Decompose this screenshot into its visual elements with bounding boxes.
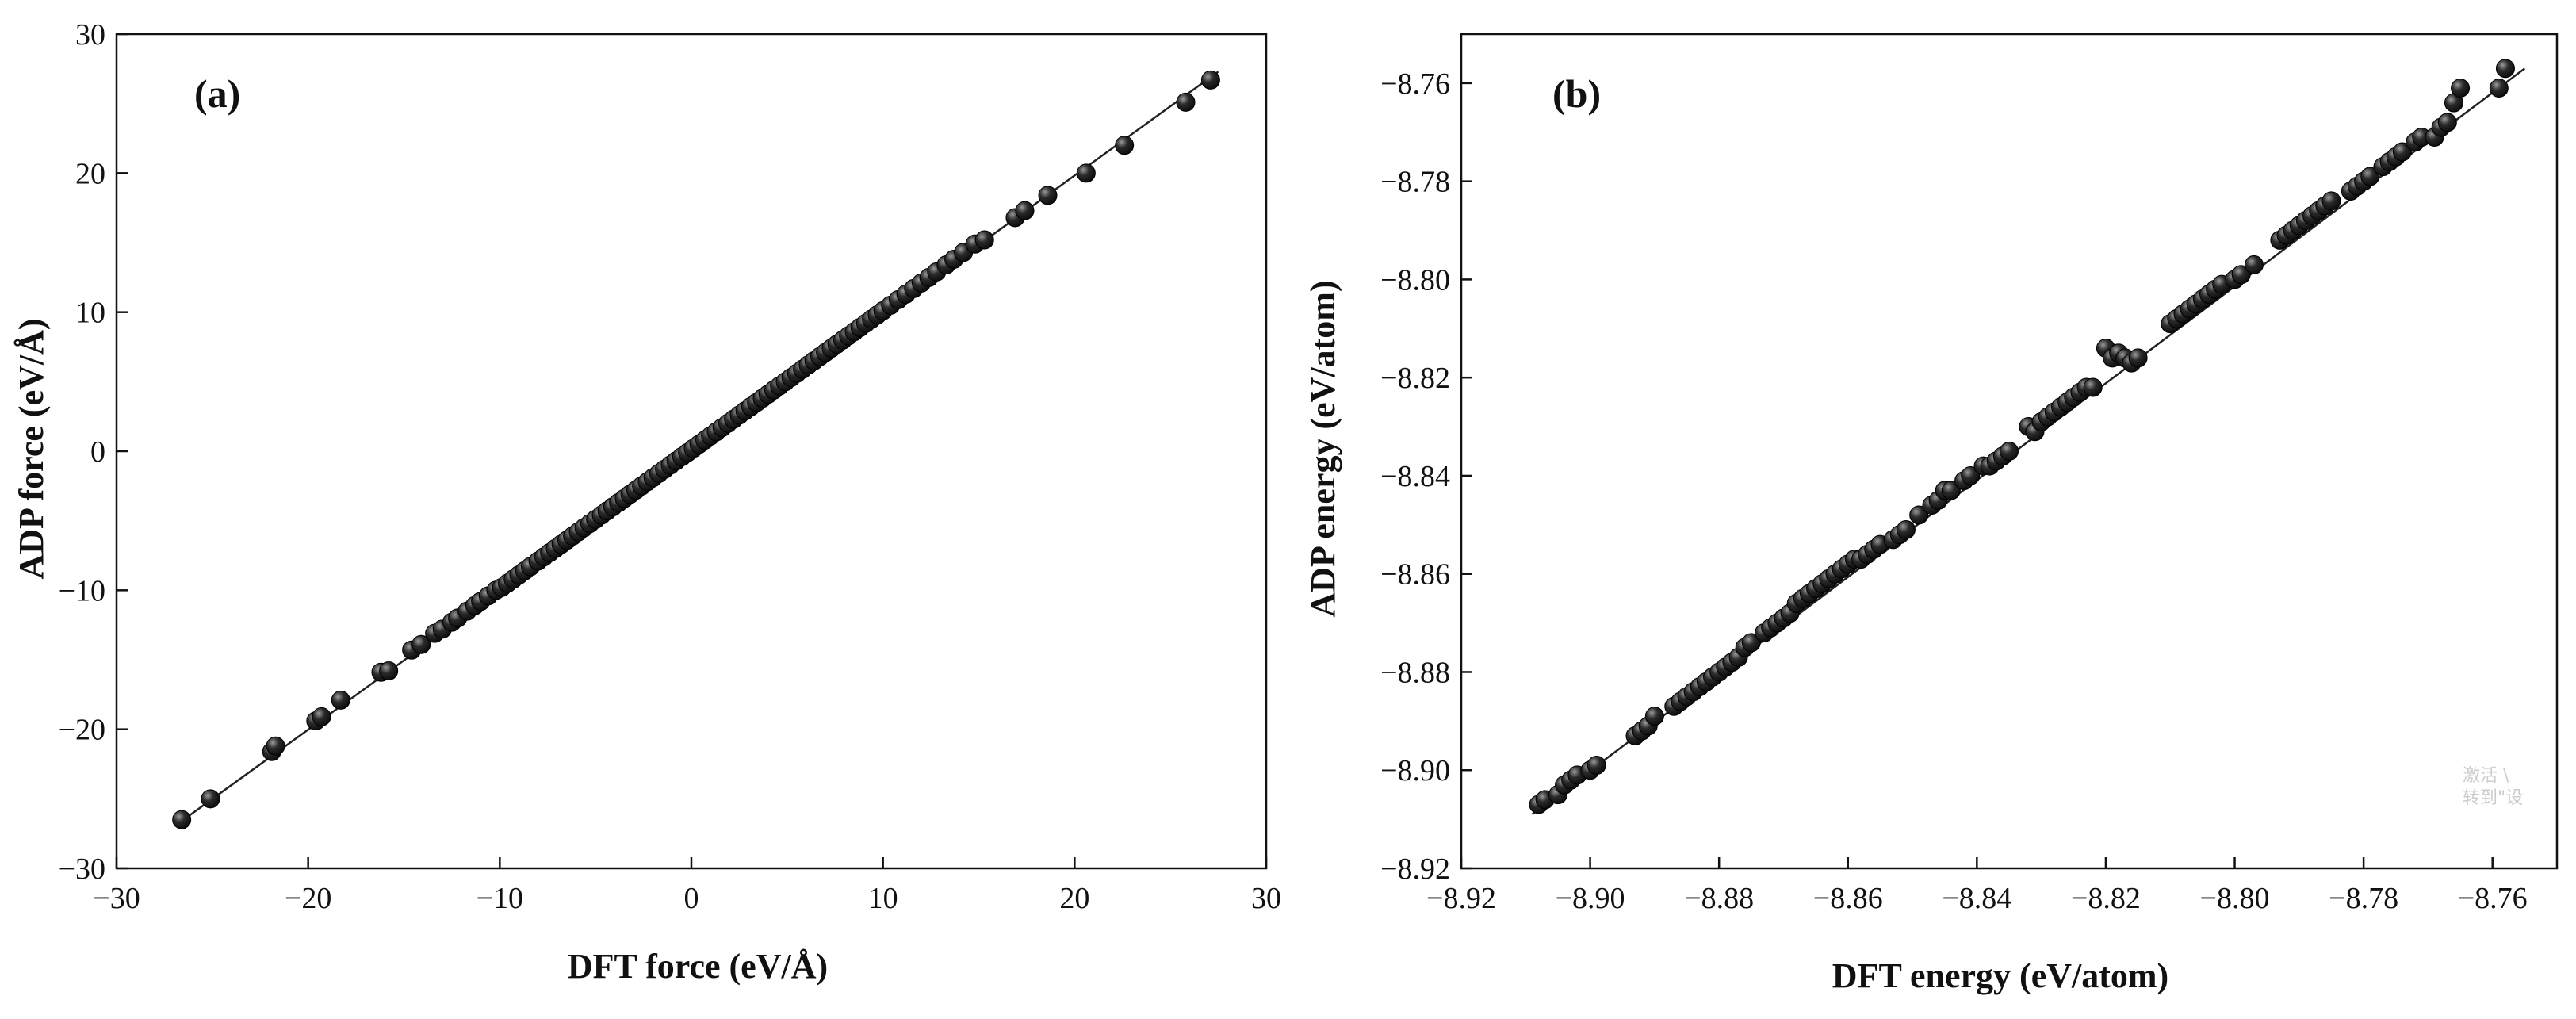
panel-b-data-point [1587,756,1606,776]
panel-a-data-point [411,634,431,654]
panel-b-xtick-label: −8.86 [1813,882,1883,915]
panel-a-xtick-label: 30 [1251,882,1281,915]
panel-b-data-point [2128,348,2148,368]
panel-a-ytick-label: −30 [59,852,105,886]
panel-b-data-point [2083,377,2103,397]
panel-b-ytick-label: −8.78 [1380,166,1450,199]
panel-a-data-point [1200,70,1220,90]
panel-b-xtick-label: −8.80 [2200,882,2270,915]
panel-a-data-point [379,661,399,681]
panel-b-xtick-label: −8.88 [1684,882,1754,915]
panel-b-ytick-label: −8.80 [1380,263,1450,297]
panel-a-data-point [266,736,285,756]
panel-b-ytick-label: −8.76 [1380,67,1450,101]
panel-b-data-point [1909,505,1929,525]
panel-a-xlabel: DFT force (eV/Å) [568,947,828,986]
panel-a-ytick-label: −20 [59,714,105,747]
panel-a: ADP force (eV/Å) DFT force (eV/Å) −30 −20… [12,18,1281,986]
panel-b-ytick-label: −8.84 [1380,460,1450,493]
panel-a-ytick-label: 0 [90,435,105,469]
panel-b-data-point [2244,255,2264,274]
panel-b-data-point [1741,633,1761,653]
panel-a-xtick-label: 0 [684,882,699,915]
panel-a-xtick-label: −30 [93,882,140,915]
panel-b-ytick-label: −8.92 [1380,852,1450,886]
panel-b-panel-label: (b) [1552,71,1601,116]
panel-a-xtick-label: −10 [477,882,523,915]
panel-a-data-point [1076,163,1096,183]
panel-b-xtick-label: −8.92 [1426,882,1496,915]
panel-b-xtick-label: −8.82 [2071,882,2141,915]
panel-b-ylabel: ADP energy (eV/atom) [1303,280,1342,617]
panel-a-xtick-label: 10 [868,882,898,915]
panel-b-data-point [2437,113,2457,132]
panel-b-data-point [1896,520,1916,540]
panel-b-data-point [2392,142,2412,162]
watermark-line2: 转到"设 [2463,788,2523,808]
panel-a-xtick-label: 20 [1059,882,1089,915]
panel-b-ytick-label: −8.86 [1380,558,1450,592]
panel-a-ytick-label: 10 [75,297,105,330]
panel-b-xtick-label: −8.76 [2458,882,2528,915]
panel-a-data-point [974,230,994,250]
panel-a-data-point [1115,136,1135,155]
panel-b: ADP energy (eV/atom) DFT energy (eV/atom… [1303,33,2559,995]
panel-b-data-point [2360,167,2380,186]
panel-b-xtick-label: −8.84 [1942,882,2011,915]
panel-a-ytick-label: 20 [75,157,105,190]
panel-b-xlabel: DFT energy (eV/atom) [1832,956,2168,995]
watermark-line1: 激活 \ [2463,766,2509,786]
panel-b-ytick-label: −8.90 [1380,754,1450,787]
panel-b-data-point [2231,265,2251,285]
panel-b-data-point [2451,79,2471,98]
panel-b-plot-frame [1460,33,2559,870]
panel-a-data-point [1015,201,1035,220]
panel-a-ytick-label: −10 [59,574,105,607]
panel-a-data-point [1038,186,1058,205]
panel-a-xtick-label: −20 [285,882,331,915]
panel-b-ytick-label: −8.88 [1380,656,1450,689]
panel-a-data-point [312,707,331,726]
panel-a-ylabel: ADP force (eV/Å) [12,318,51,579]
panel-b-data-point [2000,442,2019,461]
panel-b-data-point [1961,465,1981,485]
panel-a-ytick-label: 30 [75,18,105,52]
panel-b-data-point [2495,59,2515,79]
panel-a-panel-label: (a) [194,71,240,116]
panel-a-data-point [172,810,192,829]
panel-a-data-point [201,789,220,809]
panel-b-xtick-label: −8.90 [1556,882,1625,915]
panel-b-ytick-label: −8.82 [1380,362,1450,395]
panel-a-data-point [331,690,350,710]
panel-b-data-point [2321,191,2341,211]
panel-b-data-point [2489,79,2509,98]
panel-b-xtick-label: −8.78 [2329,882,2398,915]
panel-a-data-point [1176,92,1196,112]
panel-b-data-point [1644,707,1664,726]
panel-b-data-point [1941,481,1961,500]
